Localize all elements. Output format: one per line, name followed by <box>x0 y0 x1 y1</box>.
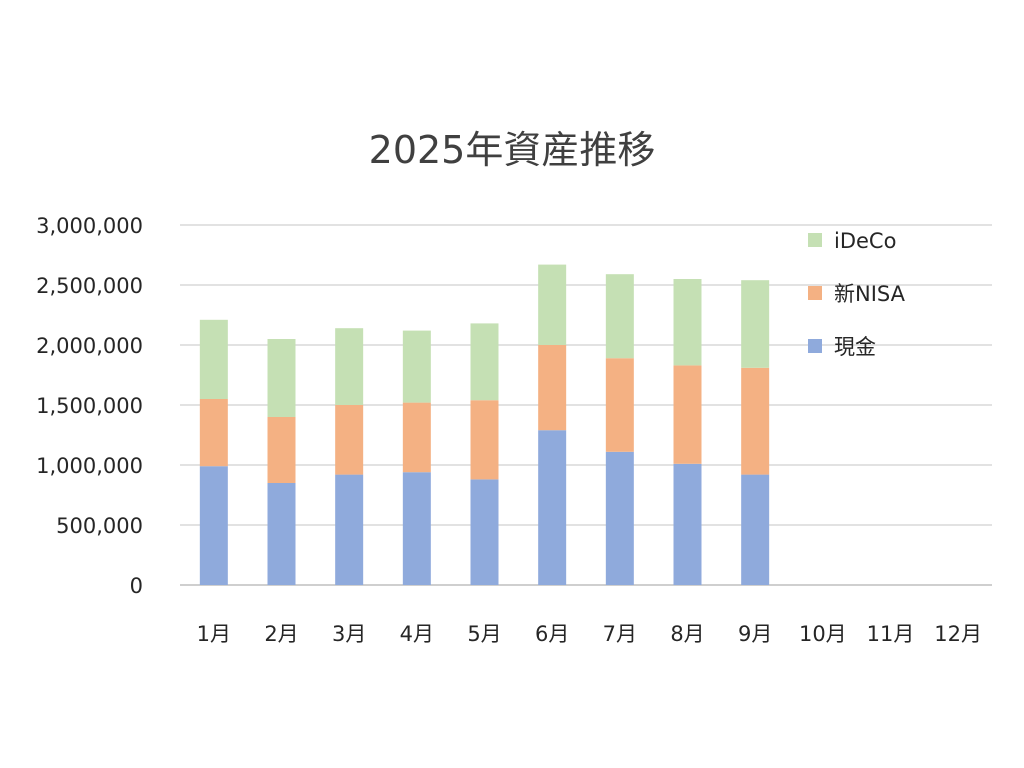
bar-segment-現金 <box>605 451 634 585</box>
x-tick-label: 4月 <box>400 622 434 646</box>
bar-segment-新NISA <box>199 399 228 467</box>
bar-segment-新NISA <box>538 345 567 431</box>
y-tick-label: 3,000,000 <box>36 214 143 238</box>
legend: iDeCo 新NISA 現金 <box>808 229 906 359</box>
bars <box>199 264 770 585</box>
bar-segment-iDeCo <box>538 264 567 345</box>
y-tick-label: 2,500,000 <box>36 274 143 298</box>
y-tick-label: 2,000,000 <box>36 334 143 358</box>
x-tick-label: 11月 <box>867 622 915 646</box>
y-tick-label: 1,000,000 <box>36 454 143 478</box>
x-tick-label: 2月 <box>264 622 298 646</box>
y-axis: 0 500,000 1,000,000 1,500,000 2,000,000 2,500… <box>36 214 143 598</box>
x-tick-label: 5月 <box>467 622 501 646</box>
bar-segment-iDeCo <box>199 319 228 399</box>
x-tick-label: 3月 <box>332 622 366 646</box>
y-tick-label: 0 <box>130 574 143 598</box>
legend-label: 現金 <box>834 335 876 359</box>
bar-segment-iDeCo <box>267 339 296 417</box>
legend-label: 新NISA <box>834 282 906 306</box>
gridlines <box>180 224 992 586</box>
x-tick-label: 9月 <box>738 622 772 646</box>
bar-segment-iDeCo <box>673 279 702 366</box>
x-tick-label: 12月 <box>934 622 982 646</box>
bar-segment-新NISA <box>402 402 431 473</box>
bar-segment-新NISA <box>267 417 296 483</box>
bar-segment-iDeCo <box>335 328 364 405</box>
bar-segment-新NISA <box>673 365 702 464</box>
x-axis: 1月 2月 3月 4月 5月 6月 7月 8月 9月 10月 11月 12月 <box>197 622 982 646</box>
legend-swatch <box>808 233 822 247</box>
bar-segment-iDeCo <box>741 280 770 368</box>
chart-title: 2025年資産推移 <box>369 128 656 172</box>
y-tick-label: 500,000 <box>56 514 143 538</box>
x-tick-label: 7月 <box>603 622 637 646</box>
bar-segment-現金 <box>199 466 228 585</box>
x-tick-label: 10月 <box>799 622 847 646</box>
bar-segment-新NISA <box>741 367 770 475</box>
y-tick-label: 1,500,000 <box>36 394 143 418</box>
bar-segment-現金 <box>538 430 567 585</box>
bar-segment-iDeCo <box>470 323 499 401</box>
bar-segment-現金 <box>402 472 431 585</box>
legend-label: iDeCo <box>834 229 896 253</box>
bar-segment-現金 <box>335 474 364 585</box>
x-tick-label: 8月 <box>670 622 704 646</box>
legend-swatch <box>808 286 822 300</box>
bar-segment-現金 <box>470 479 499 585</box>
bar-segment-iDeCo <box>605 274 634 359</box>
bar-segment-新NISA <box>470 400 499 480</box>
bar-segment-新NISA <box>605 358 634 452</box>
x-tick-label: 6月 <box>535 622 569 646</box>
legend-swatch <box>808 339 822 353</box>
bar-segment-iDeCo <box>402 330 431 403</box>
bar-segment-現金 <box>741 474 770 585</box>
bar-segment-現金 <box>267 483 296 585</box>
bar-segment-現金 <box>673 463 702 585</box>
bar-segment-新NISA <box>335 405 364 475</box>
x-tick-label: 1月 <box>197 622 231 646</box>
